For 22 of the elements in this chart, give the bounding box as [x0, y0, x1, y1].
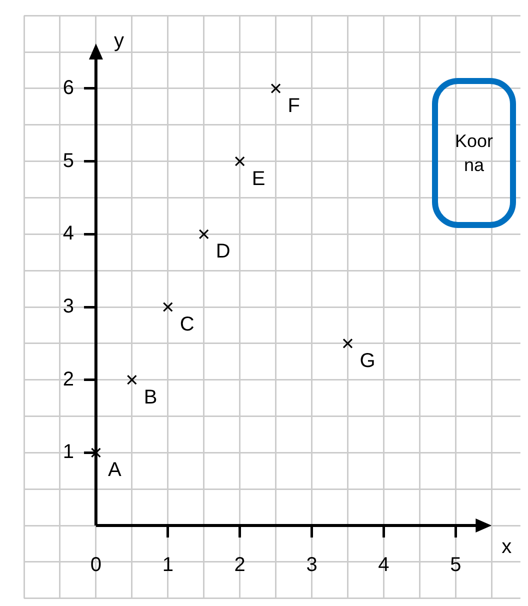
y-tick-label: 3	[62, 296, 74, 318]
callout-box: Koor na	[432, 78, 516, 228]
y-tick-label: 2	[62, 368, 74, 390]
annotation: A	[108, 459, 122, 482]
y-tick-label: 6	[62, 76, 74, 99]
y-tick-label: 1	[62, 441, 74, 464]
annotation: E	[252, 168, 266, 190]
x-tick-label: 2	[234, 554, 246, 576]
y-axis-title: y	[114, 30, 124, 52]
x-tick-label: 3	[306, 554, 318, 576]
x-tick-label: 5	[450, 554, 462, 576]
x-axis-title: x	[502, 536, 512, 558]
annotation: F	[288, 94, 300, 117]
annotation: B	[144, 386, 158, 408]
y-tick-label: 4	[62, 222, 74, 245]
y-tick-label: 5	[62, 150, 74, 172]
x-tick-label: 4	[378, 554, 390, 576]
x-tick-label: 0	[90, 554, 102, 576]
annotation: D	[216, 240, 230, 263]
annotation: C	[180, 314, 194, 336]
annotation: G	[360, 350, 376, 372]
x-tick-label: 1	[162, 554, 174, 576]
